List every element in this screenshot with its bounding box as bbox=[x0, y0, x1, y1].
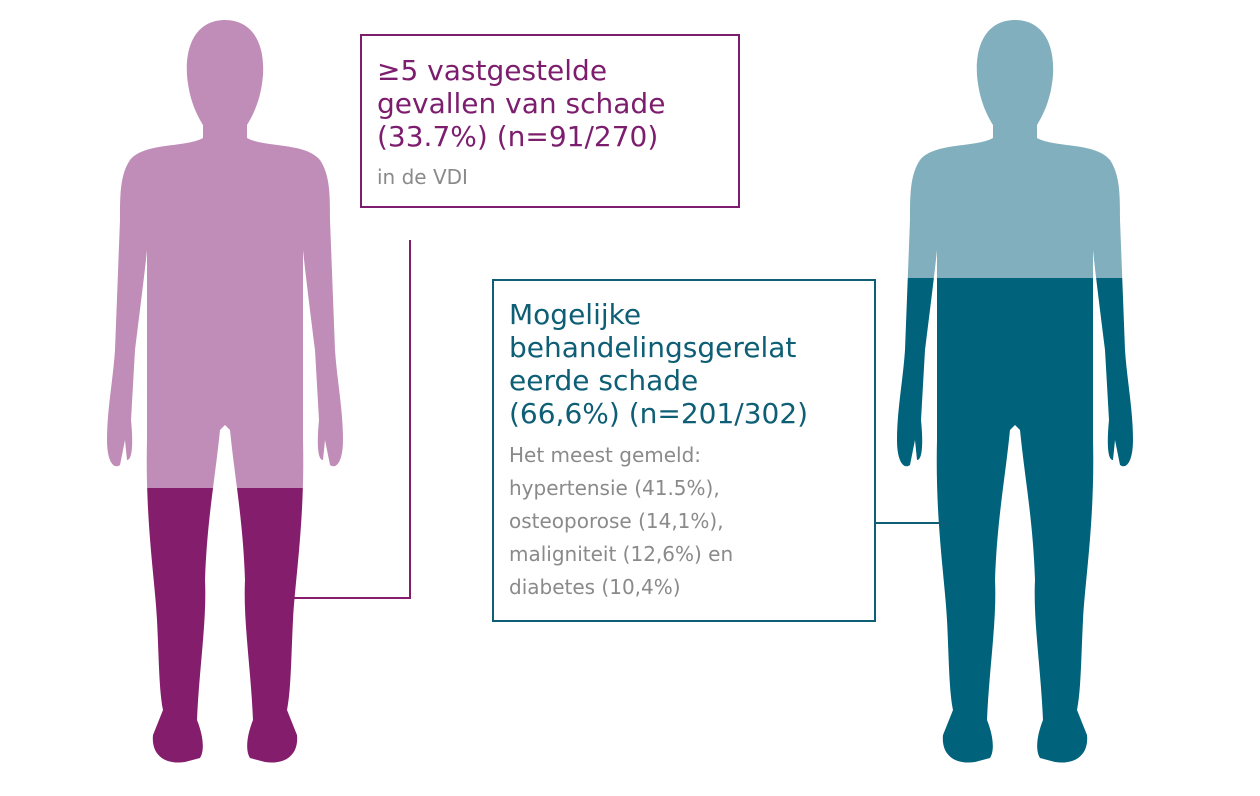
box-title-line: (33.7%) (n=91/270) bbox=[377, 120, 658, 153]
box-detail-line: maligniteit (12,6%) en bbox=[509, 542, 733, 566]
box-title-line: (66,6%) (n=201/302) bbox=[509, 397, 808, 430]
box-subtitle: in de VDI bbox=[377, 165, 468, 189]
left-box bbox=[360, 34, 740, 208]
box-title-line: ≥5 vastgestelde bbox=[377, 54, 607, 87]
box-detail-line: osteoporose (14,1%), bbox=[509, 509, 724, 533]
left-connector bbox=[292, 240, 411, 599]
box-title-line: eerde schade bbox=[509, 364, 698, 397]
box-title-line: behandelingsgerelat bbox=[509, 331, 796, 364]
box-title-line: Mogelijke bbox=[509, 298, 641, 331]
box-detail-line: Het meest gemeld: bbox=[509, 443, 701, 467]
right-box bbox=[492, 279, 876, 622]
left-figure-light bbox=[107, 20, 343, 488]
box-detail-line: hypertensie (41.5%), bbox=[509, 476, 720, 500]
box-detail-line: diabetes (10,4%) bbox=[509, 575, 681, 599]
box-title-line: gevallen van schade bbox=[377, 87, 665, 120]
